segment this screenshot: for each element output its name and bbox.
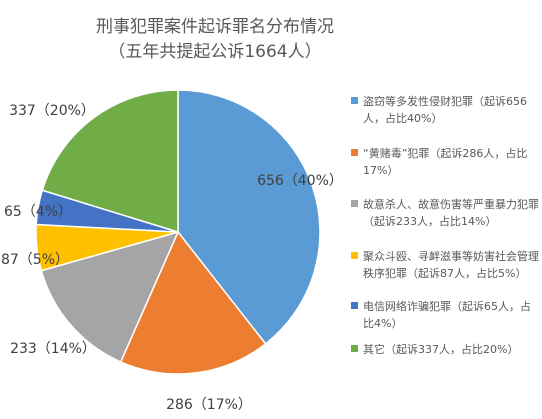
legend-label: 盗窃等多发性侵财犯罪（起诉656人，占比40%） [363, 95, 527, 125]
chart-subtitle: （五年共提起公诉1664人） [108, 42, 322, 62]
pie-slice [177, 89, 321, 345]
legend-swatch [351, 149, 358, 156]
pie-slice [40, 230, 180, 363]
legend-label: 聚众斗殴、寻衅滋事等妨害社会管理秩序犯罪（起诉87人，占比5%） [363, 250, 539, 280]
pie-slice [41, 89, 179, 234]
data-label: 87（5%） [1, 252, 69, 268]
data-label: 65（4%） [4, 204, 72, 220]
legend-swatch [351, 97, 358, 104]
legend-label: 其它（起诉337人，占比20%） [363, 343, 519, 356]
legend-label: 电信网络诈骗犯罪（起诉65人，占比4%） [363, 300, 531, 330]
legend-label: “黄赌毒”犯罪（起诉286人，占比17%） [363, 147, 528, 177]
data-label: 286（17%） [166, 397, 252, 413]
legend-swatch [351, 345, 358, 352]
data-label: 656（40%） [257, 173, 343, 189]
legend-swatch [351, 252, 358, 259]
pie-slice [119, 230, 267, 375]
data-label: 337（20%） [9, 103, 95, 119]
legend-swatch [351, 302, 358, 309]
chart-title: 刑事犯罪案件起诉罪名分布情况 [96, 17, 334, 37]
legend-label: 故意杀人、故意伤害等严重暴力犯罪（起诉233人，占比14%） [363, 198, 539, 228]
legend-swatch [351, 200, 358, 207]
data-label: 233（14%） [10, 341, 96, 357]
